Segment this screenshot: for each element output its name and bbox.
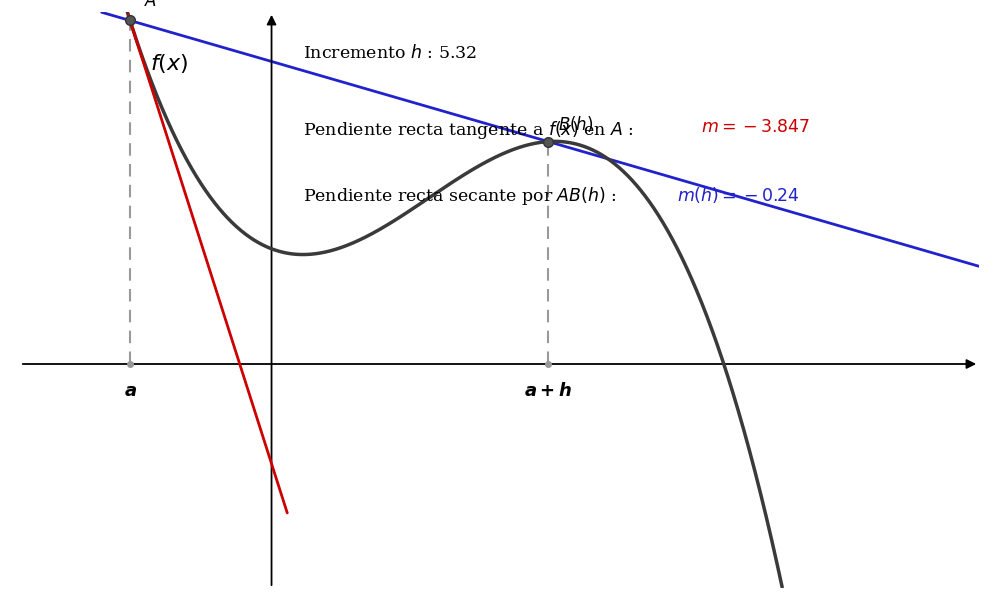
- Text: Pendiente recta secante por $AB(h)$ :: Pendiente recta secante por $AB(h)$ :: [303, 185, 618, 207]
- Text: $m(h) = -0.24$: $m(h) = -0.24$: [677, 185, 799, 205]
- Text: Pendiente recta tangente a $f(x)$ en $A$ :: Pendiente recta tangente a $f(x)$ en $A$…: [303, 119, 635, 140]
- Text: $B(h)$: $B(h)$: [557, 114, 593, 134]
- Text: Incremento $h$ : 5.32: Incremento $h$ : 5.32: [303, 44, 478, 62]
- Text: $\boldsymbol{a}$: $\boldsymbol{a}$: [124, 382, 137, 400]
- Text: $f(x)$: $f(x)$: [150, 52, 188, 74]
- Text: $m = -3.847$: $m = -3.847$: [701, 119, 810, 136]
- Text: $A$: $A$: [144, 0, 157, 10]
- Text: $\boldsymbol{a+h}$: $\boldsymbol{a+h}$: [524, 382, 572, 400]
